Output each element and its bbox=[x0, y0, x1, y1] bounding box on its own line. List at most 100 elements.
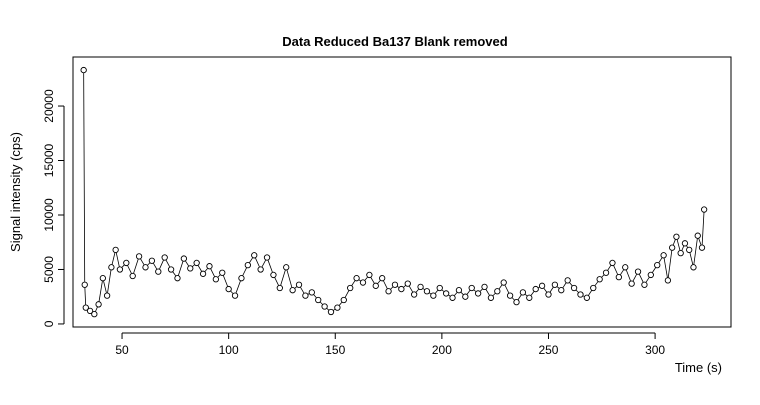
x-tick-label: 100 bbox=[219, 343, 239, 357]
data-point bbox=[449, 294, 456, 301]
data-point bbox=[167, 266, 175, 273]
data-point bbox=[590, 284, 597, 292]
data-point bbox=[193, 259, 200, 267]
data-point bbox=[95, 301, 102, 308]
data-point bbox=[270, 271, 277, 279]
y-tick-label: 15000 bbox=[42, 144, 56, 178]
data-point bbox=[462, 293, 469, 300]
y-tick-label: 20000 bbox=[42, 89, 56, 123]
data-point bbox=[442, 290, 450, 297]
data-point bbox=[353, 275, 360, 282]
data-point bbox=[602, 269, 610, 276]
y-tick-label: 5000 bbox=[42, 256, 56, 283]
data-point bbox=[103, 292, 111, 299]
series-line bbox=[83, 73, 705, 312]
data-point bbox=[474, 290, 482, 297]
data-point bbox=[628, 280, 635, 287]
data-point bbox=[308, 289, 315, 296]
data-point bbox=[251, 252, 258, 259]
data-point bbox=[340, 296, 347, 304]
data-point bbox=[263, 254, 271, 261]
data-point bbox=[686, 246, 693, 254]
data-point bbox=[385, 288, 392, 295]
data-point bbox=[660, 252, 667, 259]
x-tick-label: 150 bbox=[325, 343, 345, 357]
data-point bbox=[225, 285, 232, 293]
data-point bbox=[494, 288, 501, 295]
data-point bbox=[673, 233, 680, 240]
data-point bbox=[570, 284, 578, 292]
x-tick-label: 50 bbox=[115, 343, 129, 357]
data-point bbox=[135, 253, 143, 260]
data-point bbox=[538, 282, 546, 289]
data-point bbox=[161, 254, 168, 261]
data-point bbox=[238, 275, 245, 282]
data-point bbox=[321, 303, 328, 310]
data-point bbox=[430, 292, 437, 299]
data-point bbox=[108, 264, 115, 271]
data-point bbox=[622, 264, 629, 271]
data-point bbox=[487, 294, 495, 301]
data-point bbox=[468, 284, 475, 292]
data-point bbox=[698, 244, 706, 251]
data-point bbox=[231, 292, 239, 299]
data-point bbox=[519, 289, 527, 296]
data-point bbox=[99, 275, 107, 282]
data-point bbox=[155, 268, 162, 275]
data-point bbox=[295, 281, 303, 288]
y-tick-label: 0 bbox=[42, 320, 56, 327]
data-point bbox=[694, 232, 701, 239]
data-point bbox=[80, 66, 87, 74]
data-point bbox=[681, 240, 689, 247]
x-tick-label: 200 bbox=[432, 343, 452, 357]
data-point bbox=[81, 281, 88, 288]
data-point bbox=[513, 299, 520, 306]
data-point bbox=[174, 275, 181, 282]
data-point bbox=[123, 259, 130, 267]
data-point bbox=[506, 292, 514, 299]
data-point bbox=[500, 279, 507, 286]
data-point bbox=[404, 280, 411, 287]
data-point bbox=[327, 308, 335, 316]
data-point bbox=[526, 294, 533, 301]
data-point bbox=[677, 249, 684, 257]
y-tick-label: 10000 bbox=[42, 198, 56, 232]
data-point bbox=[615, 273, 622, 281]
data-point bbox=[700, 206, 708, 213]
data-point bbox=[142, 264, 149, 271]
x-tick-label: 300 bbox=[645, 343, 665, 357]
data-point bbox=[654, 261, 661, 269]
data-point bbox=[436, 284, 443, 292]
data-point bbox=[315, 296, 322, 304]
data-point bbox=[206, 263, 213, 270]
data-point bbox=[417, 283, 424, 291]
data-point bbox=[634, 268, 642, 275]
data-point bbox=[283, 264, 290, 271]
data-point bbox=[583, 294, 591, 301]
data-point bbox=[180, 255, 188, 262]
data-point bbox=[545, 291, 552, 298]
plot-box bbox=[72, 56, 732, 328]
data-point bbox=[596, 276, 603, 283]
data-point bbox=[455, 287, 463, 294]
data-point bbox=[112, 246, 119, 254]
data-point bbox=[379, 275, 386, 282]
data-point bbox=[366, 271, 373, 279]
data-point bbox=[334, 304, 341, 311]
data-point bbox=[359, 279, 367, 286]
data-point bbox=[577, 291, 584, 298]
x-axis-label: Time (s) bbox=[675, 360, 722, 375]
data-point bbox=[199, 270, 207, 277]
data-point bbox=[257, 266, 264, 273]
data-point bbox=[391, 281, 399, 288]
data-point bbox=[481, 283, 488, 291]
data-point bbox=[129, 272, 136, 280]
data-point bbox=[212, 276, 220, 283]
data-point bbox=[564, 277, 571, 284]
data-point bbox=[187, 265, 194, 272]
x-tick-label: 250 bbox=[538, 343, 558, 357]
data-point bbox=[347, 284, 354, 292]
data-point bbox=[669, 244, 676, 251]
data-point bbox=[551, 281, 559, 288]
